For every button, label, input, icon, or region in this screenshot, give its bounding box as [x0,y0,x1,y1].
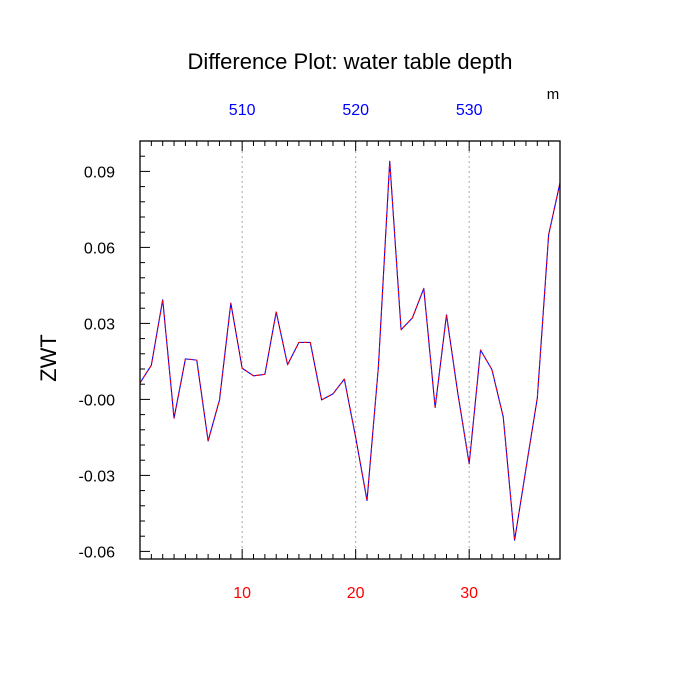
x-tick-label-top-1: 520 [342,102,369,119]
x-tick-label-bottom-2: 30 [460,585,478,602]
y-tick-label-3: -0.00 [79,392,116,409]
x-tick-label-top-0: 510 [229,102,256,119]
x-tick-label-top-2: 530 [456,102,483,119]
series-line-secondary-0 [139,160,561,541]
y-tick-label-2: 0.03 [84,316,115,333]
series-layer [139,160,561,541]
x-tick-label-bottom-1: 20 [347,585,365,602]
y-tick-label-5: -0.06 [79,544,116,561]
labels-layer: 10 20 30 510 520 530 0.09 0.06 0.03 -0.00 -0.03 -0.… [79,102,483,602]
y-tick-label-0: 0.09 [84,164,115,181]
y-tick-label-1: 0.06 [84,240,115,257]
chart-title: Difference Plot: water table depth [188,49,513,74]
ticks-layer [139,140,561,559]
plot-frame [139,140,561,560]
y-tick-label-4: -0.03 [79,468,116,485]
top-axis-unit: m [547,86,560,103]
x-tick-label-bottom-0: 10 [233,585,251,602]
y-axis-label: ZWT [36,334,61,382]
